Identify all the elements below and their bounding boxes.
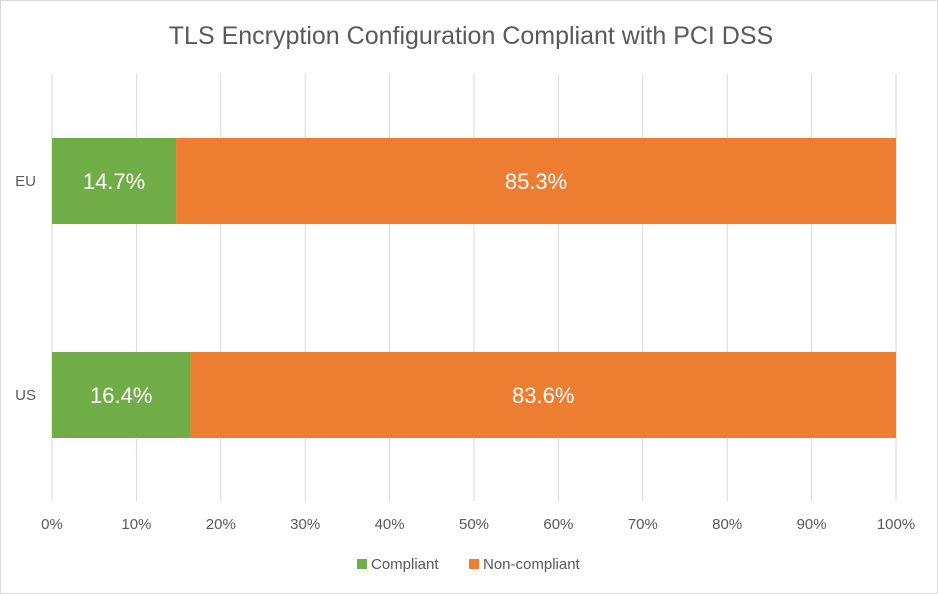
x-tick-label: 0% [41,516,63,533]
bars: 14.7% 85.3% 16.4% 83.6% [52,138,896,438]
legend-swatch [469,559,479,569]
legend-label: Non-compliant [483,556,581,573]
bar-compliant-us [52,352,191,438]
y-axis-categories: EU US [15,173,36,404]
x-tick-label: 10% [121,516,151,533]
category-label: US [15,387,36,404]
x-tick-label: 50% [459,516,489,533]
chart-title: TLS Encryption Configuration Compliant w… [169,22,773,50]
data-label: 85.3% [505,169,567,194]
data-label: 16.4% [90,383,152,408]
x-tick-label: 100% [877,516,915,533]
data-label: 14.7% [83,169,145,194]
bar-non-compliant-us [190,352,896,438]
data-label: 83.6% [512,383,574,408]
bar-compliant-eu [52,138,177,224]
legend-swatch [357,559,367,569]
category-label: EU [15,173,36,190]
x-tick-label: 70% [628,516,658,533]
x-tick-label: 80% [712,516,742,533]
x-axis-ticks: 0% 10% 20% 30% 40% 50% 60% 70% 80% 90% 100% [41,516,915,533]
x-tick-label: 60% [543,516,573,533]
x-tick-label: 40% [375,516,405,533]
x-tick-label: 90% [797,516,827,533]
bar-non-compliant-eu [176,138,896,224]
x-tick-label: 30% [290,516,320,533]
legend: Compliant Non-compliant [357,556,581,573]
legend-label: Compliant [371,556,439,573]
x-tick-label: 20% [206,516,236,533]
